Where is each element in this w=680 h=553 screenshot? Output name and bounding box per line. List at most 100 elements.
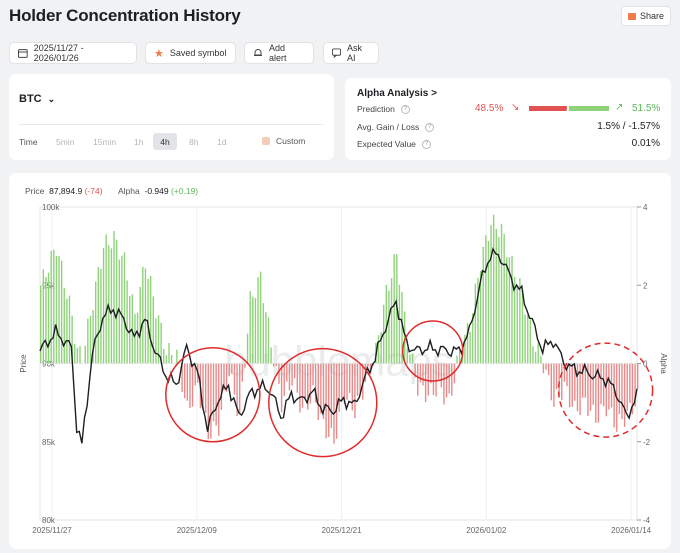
share-button[interactable]: Share [621, 6, 671, 26]
alpha-bar-positive [50, 250, 52, 364]
alpha-bar-positive [498, 237, 500, 364]
alpha-bar-positive [71, 315, 73, 364]
custom-range-button[interactable]: Custom [262, 136, 305, 146]
alpha-bar-negative [202, 363, 204, 410]
prediction-bar-down [529, 106, 567, 111]
alpha-bar-negative [228, 363, 230, 377]
y-left-tick-label: 90k [42, 360, 56, 369]
add-alert-button[interactable]: Add alert [244, 42, 314, 64]
alpha-bar-positive [134, 313, 136, 364]
alpha-bar-negative [320, 363, 322, 414]
alpha-bar-positive [492, 214, 495, 364]
timeframe-4h-selected[interactable]: 4h [153, 133, 177, 150]
alpha-analysis-link[interactable]: Alpha Analysis > [357, 88, 437, 99]
alpha-bar-positive [516, 286, 518, 364]
alpha-bar-negative [335, 363, 338, 439]
alpha-bar-positive [160, 322, 162, 364]
alpha-bar-positive [168, 343, 170, 364]
alpha-bar-negative [351, 363, 353, 411]
y-left-tick-label: 80k [42, 516, 56, 525]
y-right-axis-label: Alpha [659, 353, 668, 374]
alpha-bar-positive [76, 347, 79, 364]
ask-ai-button[interactable]: Ask AI [323, 42, 379, 64]
alpha-bar-negative [307, 363, 309, 410]
alpha-bar-positive [259, 271, 262, 364]
alpha-bar-positive [136, 312, 139, 364]
alpha-bar-positive [131, 294, 134, 364]
alpha-bar-negative [341, 363, 343, 401]
legend-price-change: (-74) [84, 186, 103, 196]
alpha-bar-positive [477, 277, 479, 364]
alpha-bar-negative [550, 363, 552, 401]
alpha-bar-positive [142, 266, 144, 364]
alpha-bar-negative [592, 363, 594, 405]
alpha-bar-positive [152, 296, 154, 364]
alpha-bar-negative [312, 363, 314, 386]
timeframe-1h[interactable]: 1h [134, 137, 144, 147]
saved-symbol-button[interactable]: ★ Saved symbol [145, 42, 236, 64]
holder-concentration-chart[interactable]: 2025/11/27 2025/12/09 2025/12/21 2026/01/02… [9, 195, 671, 548]
alpha-bar-negative [621, 363, 623, 420]
y-right-tick-label: 0 [643, 360, 648, 369]
alpha-bar-positive [495, 228, 498, 364]
alpha-bar-positive [482, 246, 484, 364]
alpha-bar-positive [108, 245, 110, 364]
timeframe-5min[interactable]: 5min [56, 137, 75, 147]
alpha-bar-negative [558, 363, 560, 396]
alpha-bar-positive [105, 234, 107, 364]
alpha-bar-positive [87, 318, 89, 364]
alpha-bar-positive [540, 356, 542, 364]
alpha-bar-negative [220, 363, 223, 410]
alpha-bar-negative [613, 363, 615, 428]
alpha-bar-positive [155, 318, 157, 364]
alpha-bar-negative [566, 363, 568, 387]
help-icon: ? [400, 104, 410, 114]
alpha-bar-positive [110, 248, 113, 364]
alpha-bar-negative [589, 363, 592, 411]
timeframe-15min[interactable]: 15min [93, 137, 117, 147]
alpha-bar-negative [348, 363, 351, 393]
alpha-bar-positive [47, 272, 50, 364]
highlight-circle [268, 347, 378, 458]
alpha-bar-positive [144, 268, 147, 364]
prediction-label: Prediction [357, 104, 395, 114]
alpha-bar-negative [618, 363, 621, 415]
alpha-bar-positive [121, 255, 123, 364]
alpha-bar-negative [194, 363, 196, 386]
alpha-bar-negative [181, 363, 183, 393]
alpha-bar-negative [597, 363, 600, 423]
alpha-bar-positive [246, 333, 249, 364]
alpha-bar-positive [490, 225, 492, 364]
alpha-bar-positive [521, 289, 524, 364]
alpha-bar-positive [401, 292, 403, 364]
alpha-bar-negative [354, 363, 356, 419]
timeframe-8h[interactable]: 8h [189, 137, 199, 147]
alpha-bar-negative [547, 363, 550, 376]
alpha-bar-negative [445, 363, 448, 398]
alpha-bar-negative [283, 363, 285, 396]
alpha-bar-positive [53, 249, 55, 364]
y-left-tick-label: 100k [42, 203, 60, 212]
alpha-bar-negative [314, 363, 317, 403]
alpha-bar-positive [102, 247, 105, 364]
alpha-bar-positive [485, 235, 487, 364]
legend-alpha: Alpha -0.949 (+0.19) [118, 186, 198, 196]
alpha-bar-negative [301, 363, 304, 408]
alpha-bar-negative [595, 363, 597, 423]
alpha-bar-positive [126, 280, 128, 364]
alpha-bar-negative [223, 363, 225, 391]
calendar-icon [18, 49, 28, 58]
alpha-bar-negative [356, 363, 359, 396]
alpha-bar-positive [532, 346, 534, 364]
alpha-bar-positive [270, 347, 272, 364]
symbol-selector[interactable]: BTC ⌄ [19, 93, 55, 105]
date-range-button[interactable]: 2025/11/27 - 2026/01/26 [9, 42, 137, 64]
alpha-bar-negative [602, 363, 605, 407]
y-right-tick-label: -4 [643, 516, 651, 525]
add-alert-label: Add alert [269, 43, 287, 63]
alpha-bar-positive [524, 314, 526, 364]
alpha-bar-positive [469, 331, 471, 364]
timeframe-1d[interactable]: 1d [217, 137, 227, 147]
alpha-bar-positive [45, 276, 47, 364]
alpha-bar-positive [267, 317, 270, 364]
